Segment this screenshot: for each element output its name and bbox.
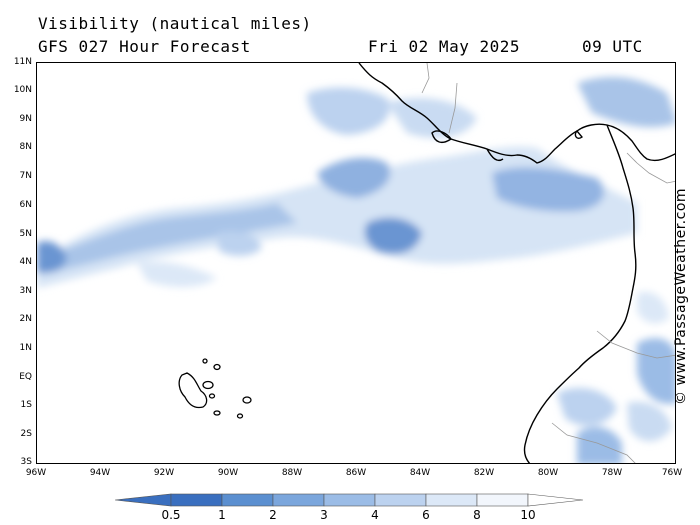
lon-label: 82W	[473, 468, 495, 478]
colorbar-label: 6	[422, 508, 430, 522]
visibility-shading	[37, 77, 675, 463]
lon-label: 88W	[281, 468, 303, 478]
title-forecast-hour: GFS 027 Hour Forecast	[38, 37, 251, 56]
lat-label: 11N	[13, 57, 32, 67]
lat-label: EQ	[19, 372, 32, 382]
colorbar-arrow-right	[527, 493, 584, 507]
lon-label: 86W	[345, 468, 367, 478]
colorbar	[115, 493, 584, 507]
colorbar-segment	[323, 493, 376, 507]
map-canvas	[37, 63, 675, 463]
lon-label: 78W	[601, 468, 623, 478]
title-time: 09 UTC	[582, 37, 643, 56]
watermark: © www.PassageWeather.com	[673, 187, 689, 405]
colorbar-label: 2	[269, 508, 277, 522]
colorbar-label: 10	[520, 508, 536, 522]
lat-label: 8N	[19, 142, 32, 152]
coastline	[358, 63, 675, 463]
lat-label: 1N	[19, 343, 32, 353]
colorbar-segment	[476, 493, 529, 507]
lat-label: 1S	[20, 400, 32, 410]
colorbar-label: 1	[218, 508, 226, 522]
galapagos-islands	[178, 358, 252, 419]
lon-label: 80W	[537, 468, 559, 478]
lat-label: 2S	[20, 429, 32, 439]
lon-label: 90W	[217, 468, 239, 478]
lat-label: 3N	[19, 286, 32, 296]
colorbar-segment	[272, 493, 325, 507]
lat-label: 3S	[20, 457, 32, 467]
lat-label: 7N	[19, 171, 32, 181]
lon-label: 92W	[153, 468, 175, 478]
lat-label: 5N	[19, 229, 32, 239]
lon-label: 94W	[89, 468, 111, 478]
lat-label: 4N	[19, 257, 32, 267]
colorbar-label: 0.5	[161, 508, 181, 522]
lon-label: 96W	[25, 468, 47, 478]
colorbar-label: 4	[371, 508, 379, 522]
colorbar-arrow-left	[115, 493, 172, 507]
colorbar-segment	[170, 493, 223, 507]
lat-label: 9N	[19, 114, 32, 124]
visibility-map	[36, 62, 676, 464]
lat-label: 10N	[13, 85, 32, 95]
colorbar-segment	[425, 493, 478, 507]
colorbar-label: 3	[320, 508, 328, 522]
lon-label: 76W	[661, 468, 683, 478]
title-date: Fri 02 May 2025	[368, 37, 520, 56]
lat-label: 6N	[19, 200, 32, 210]
colorbar-label: 8	[473, 508, 481, 522]
borders	[421, 63, 675, 463]
lat-label: 2N	[19, 314, 32, 324]
title-visibility: Visibility (nautical miles)	[38, 14, 312, 33]
colorbar-segment	[221, 493, 274, 507]
lon-label: 84W	[409, 468, 431, 478]
colorbar-segment	[374, 493, 427, 507]
